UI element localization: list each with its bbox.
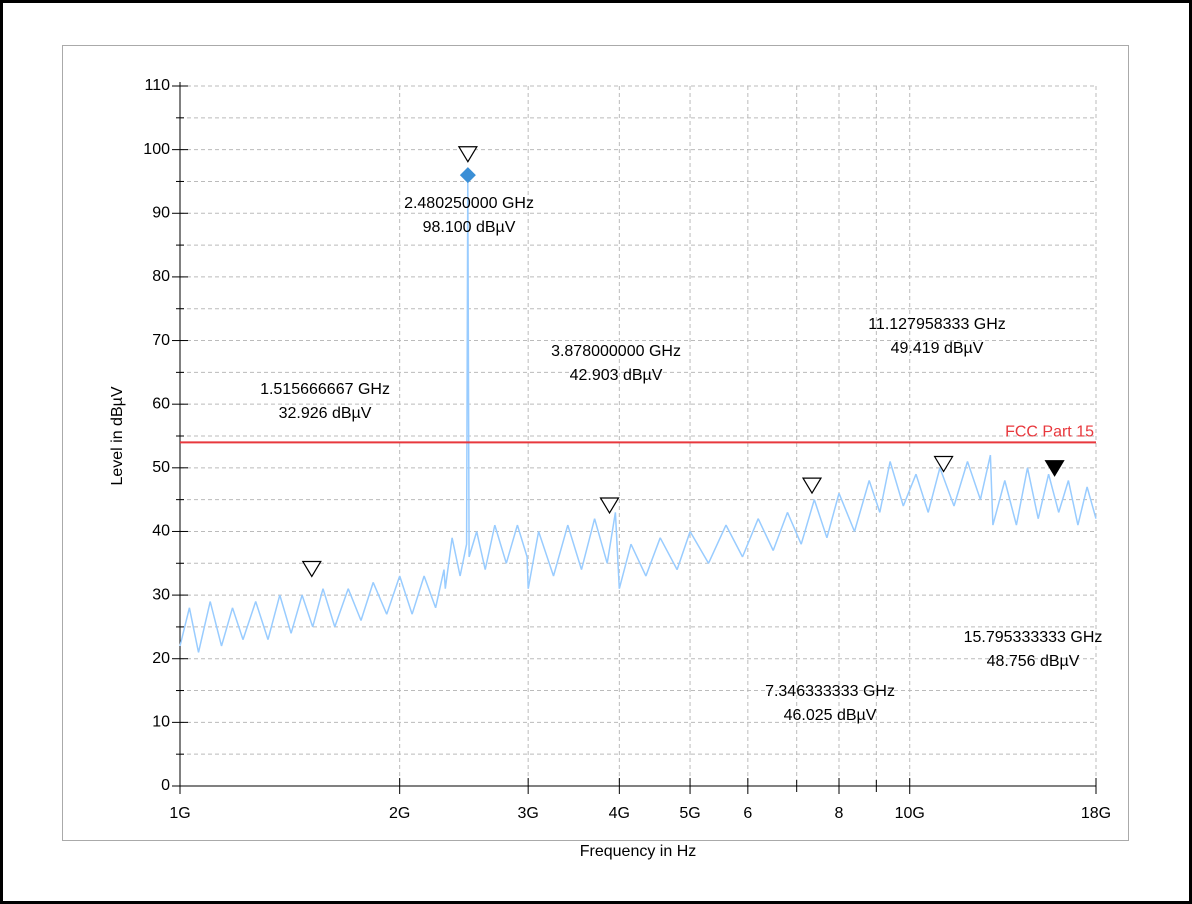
x-tick-label: 5G — [679, 805, 700, 822]
x-tick-label: 8 — [835, 805, 844, 822]
x-tick-label: 6 — [743, 805, 752, 822]
marker-level: 46.025 dBµV — [784, 707, 877, 724]
marker-triangle — [599, 497, 620, 515]
y-tick-label: 20 — [152, 650, 170, 667]
limit-label: FCC Part 15 — [1005, 424, 1094, 441]
marker-frequency: 1.515666667 GHz — [260, 381, 390, 398]
marker-frequency: 3.878000000 GHz — [551, 343, 681, 360]
marker-triangle — [933, 455, 954, 473]
marker-triangle — [1044, 460, 1065, 477]
y-tick-label: 50 — [152, 459, 170, 476]
y-axis-label: Level in dBµV — [109, 386, 126, 485]
marker-level: 42.903 dBµV — [570, 367, 663, 384]
marker-level: 48.756 dBµV — [987, 653, 1080, 670]
y-tick-label: 70 — [152, 332, 170, 349]
trace — [179, 175, 1097, 653]
marker-frequency: 7.346333333 GHz — [765, 683, 895, 700]
marker-level: 49.419 dBµV — [891, 340, 984, 357]
y-tick-label: 30 — [152, 586, 170, 603]
marker-level: 32.926 dBµV — [279, 405, 372, 422]
x-tick-label: 2G — [389, 805, 410, 822]
y-tick-label: 90 — [152, 204, 170, 221]
marker-frequency: 2.480250000 GHz — [404, 195, 534, 212]
x-tick-label: 1G — [169, 805, 190, 822]
y-tick-label: 0 — [161, 777, 170, 794]
marker-frequency: 15.795333333 GHz — [964, 629, 1103, 646]
y-tick-label: 100 — [143, 141, 170, 158]
marker-triangle — [457, 146, 478, 163]
x-tick-label: 18G — [1081, 805, 1111, 822]
x-axis-label: Frequency in Hz — [580, 843, 697, 860]
y-tick-label: 10 — [152, 714, 170, 731]
y-tick-label: 80 — [152, 268, 170, 285]
peak-marker — [459, 167, 476, 184]
x-tick-label: 3G — [517, 805, 538, 822]
marker-triangle — [801, 477, 823, 495]
marker-frequency: 11.127958333 GHz — [868, 316, 1006, 333]
x-tick-label: 4G — [609, 805, 630, 822]
marker-triangle — [301, 560, 322, 578]
y-tick-label: 60 — [152, 395, 170, 412]
x-tick-label: 10G — [895, 805, 925, 822]
marker-level: 98.100 dBµV — [423, 219, 516, 236]
y-tick-label: 110 — [144, 77, 170, 94]
y-tick-label: 40 — [152, 523, 170, 540]
